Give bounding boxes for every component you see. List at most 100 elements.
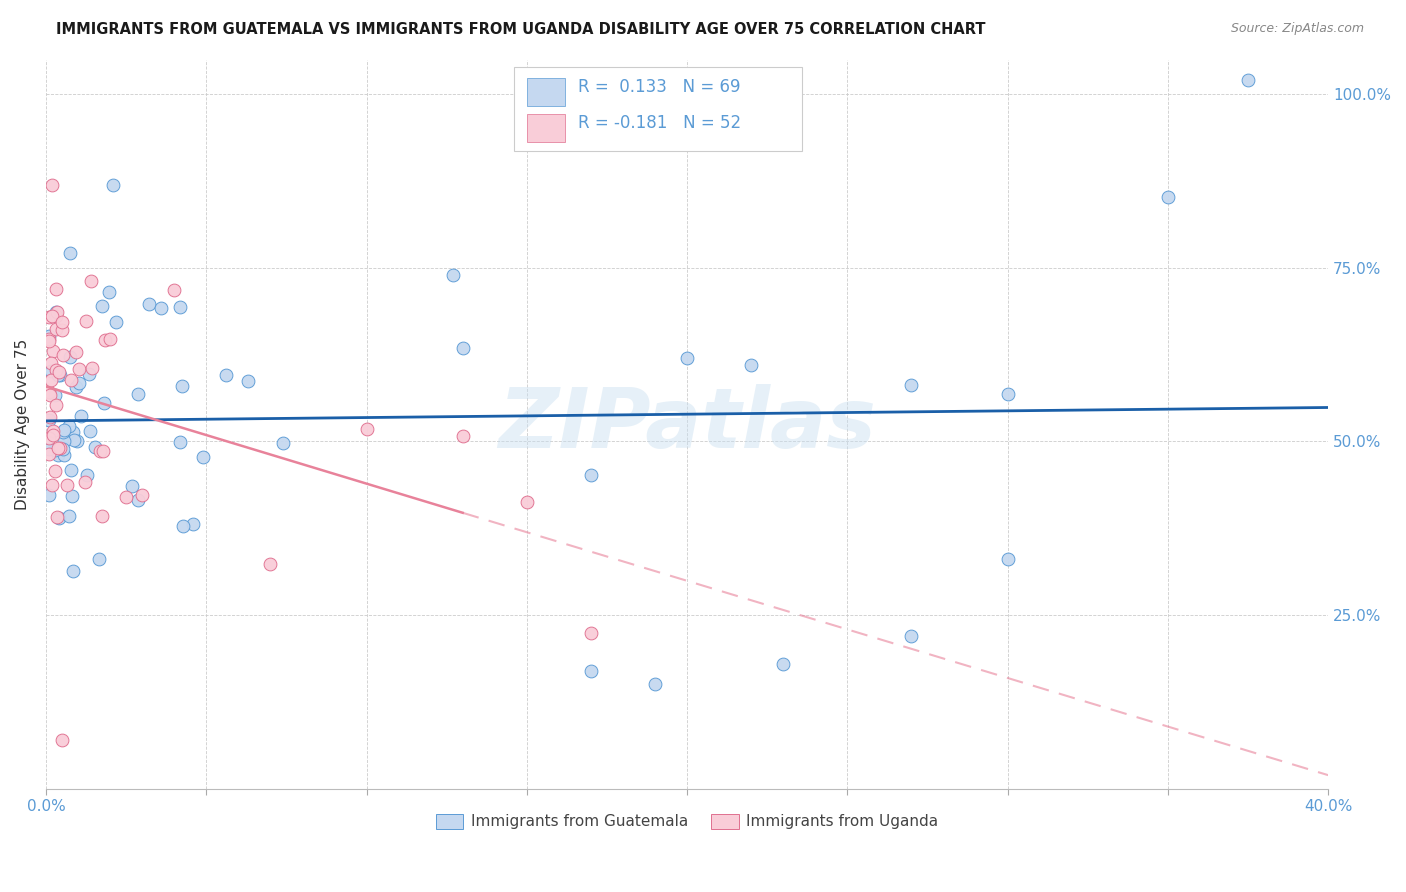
Point <box>56 478 79 492</box>
Point <box>77 367 100 381</box>
Point <box>38 412 60 426</box>
Point <box>191 450 214 465</box>
Point <box>356 422 378 436</box>
Point <box>65 379 87 393</box>
Point <box>997 386 1019 401</box>
Point <box>89 443 111 458</box>
Text: R =  0.133   N = 69: R = 0.133 N = 69 <box>578 78 741 95</box>
Point <box>38 310 60 325</box>
FancyBboxPatch shape <box>527 78 565 105</box>
Point <box>48 441 70 455</box>
Point <box>238 375 260 389</box>
Text: ZIPatlas: ZIPatlas <box>498 384 876 465</box>
Point <box>52 348 75 362</box>
Point <box>75 314 97 328</box>
Point <box>45 305 67 319</box>
Point <box>44 442 66 457</box>
Point <box>579 625 602 640</box>
Point <box>138 297 160 311</box>
Point <box>42 424 65 438</box>
Point <box>42 427 65 442</box>
Point <box>52 434 75 448</box>
Point <box>45 305 67 319</box>
Point <box>93 444 115 458</box>
Point <box>170 379 193 393</box>
Point <box>89 551 111 566</box>
Point <box>70 409 93 424</box>
Text: IMMIGRANTS FROM GUATEMALA VS IMMIGRANTS FROM UGANDA DISABILITY AGE OVER 75 CORRE: IMMIGRANTS FROM GUATEMALA VS IMMIGRANTS … <box>56 22 986 37</box>
Point <box>772 657 794 671</box>
Point <box>59 350 82 364</box>
Point <box>163 283 186 297</box>
Point <box>215 368 238 382</box>
Point <box>41 364 63 378</box>
Point <box>997 552 1019 566</box>
Point <box>115 490 138 504</box>
Point <box>51 733 73 747</box>
Point <box>48 510 70 524</box>
Point <box>38 488 60 502</box>
Point <box>45 510 67 524</box>
Point <box>441 268 464 282</box>
Point <box>51 323 73 337</box>
Point <box>84 440 107 454</box>
Point <box>259 557 281 571</box>
FancyBboxPatch shape <box>527 114 565 142</box>
Point <box>53 448 76 462</box>
Point <box>41 310 63 324</box>
Point <box>67 376 90 390</box>
Y-axis label: Disability Age Over 75: Disability Age Over 75 <box>15 338 30 509</box>
Point <box>39 373 62 387</box>
Point <box>52 425 75 439</box>
Legend: Immigrants from Guatemala, Immigrants from Uganda: Immigrants from Guatemala, Immigrants fr… <box>430 808 945 836</box>
Point <box>1237 73 1260 87</box>
Point <box>60 489 83 503</box>
Point <box>62 564 84 578</box>
Point <box>62 425 84 440</box>
Point <box>127 492 149 507</box>
Point <box>644 677 666 691</box>
Point <box>45 282 67 296</box>
Point <box>900 629 922 643</box>
Point <box>46 441 69 455</box>
Point <box>41 477 63 491</box>
Point <box>60 373 83 387</box>
Point <box>44 388 66 402</box>
Point <box>98 332 121 346</box>
Point <box>79 425 101 439</box>
Point <box>38 332 60 346</box>
Point <box>38 334 60 348</box>
Point <box>579 467 602 482</box>
Point <box>63 433 86 447</box>
Point <box>59 463 82 477</box>
Point <box>39 388 62 402</box>
Point <box>82 361 104 376</box>
Point <box>740 358 762 372</box>
Point <box>91 299 114 313</box>
Point <box>271 436 294 450</box>
Point <box>67 361 90 376</box>
Point <box>45 310 67 324</box>
Point <box>48 365 70 379</box>
Point <box>169 300 191 314</box>
Point <box>172 519 194 533</box>
Point <box>131 488 153 502</box>
Point <box>38 385 60 400</box>
Point <box>169 435 191 450</box>
Point <box>91 509 114 524</box>
Point <box>97 285 120 300</box>
Point <box>104 315 127 329</box>
Point <box>52 423 75 437</box>
Point <box>65 345 87 359</box>
Point <box>38 431 60 445</box>
Point <box>150 301 173 315</box>
Point <box>45 398 67 412</box>
Point <box>676 351 699 365</box>
Point <box>181 517 204 532</box>
Point <box>516 494 538 508</box>
Point <box>451 341 474 355</box>
Point <box>38 442 60 456</box>
Point <box>38 447 60 461</box>
Point <box>121 479 143 493</box>
Point <box>127 387 149 401</box>
